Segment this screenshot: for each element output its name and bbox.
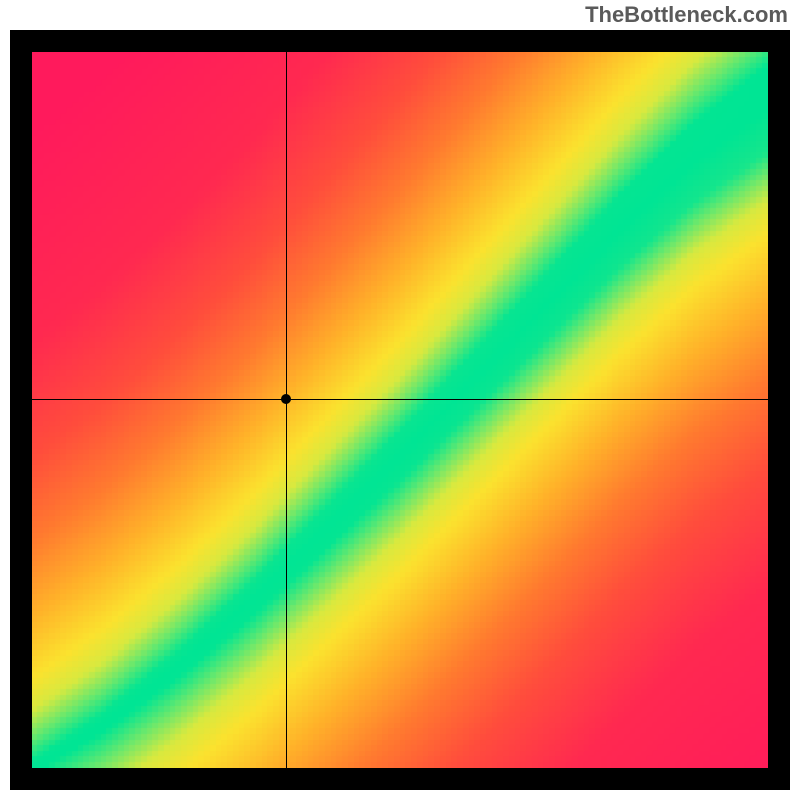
watermark-text: TheBottleneck.com — [585, 2, 788, 28]
page-container: TheBottleneck.com — [0, 0, 800, 800]
plot-area — [32, 52, 768, 768]
crosshair-marker — [281, 394, 291, 404]
crosshair-horizontal — [32, 399, 768, 400]
crosshair-vertical — [286, 52, 287, 768]
heatmap-canvas — [32, 52, 768, 768]
plot-border — [10, 30, 790, 790]
